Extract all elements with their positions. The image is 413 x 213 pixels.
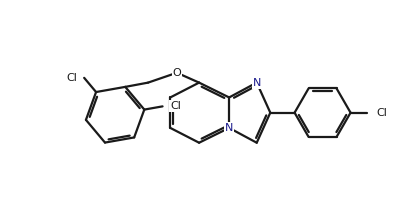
Text: Cl: Cl <box>170 101 181 111</box>
Text: O: O <box>173 68 181 78</box>
Text: Cl: Cl <box>376 108 387 118</box>
Text: N: N <box>252 78 261 88</box>
Text: N: N <box>225 123 233 133</box>
Text: Cl: Cl <box>66 73 77 83</box>
